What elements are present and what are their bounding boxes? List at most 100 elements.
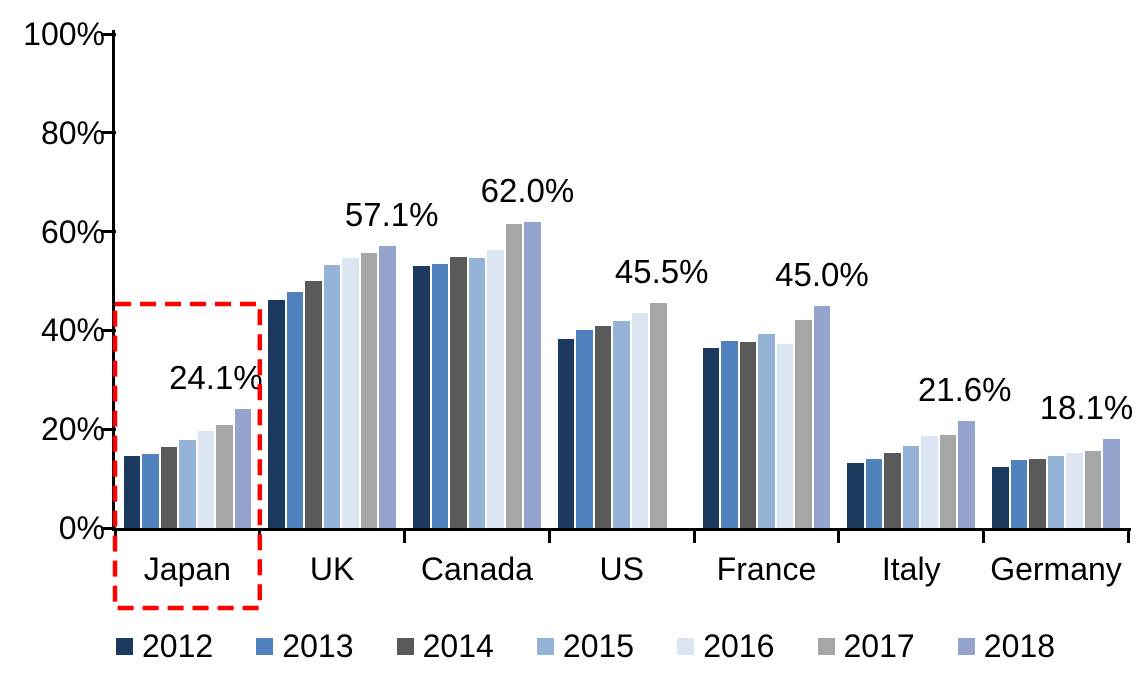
legend-item-2017: 2017	[817, 628, 915, 664]
x-tick-mark	[113, 528, 117, 543]
bar-uk-2013	[286, 292, 304, 528]
y-tick-label: 40%	[40, 312, 105, 349]
bar-germany-2014	[1029, 459, 1046, 528]
bar-canada-2013	[431, 264, 449, 528]
bar-uk-2016	[342, 258, 359, 528]
data-label-france: 45.0%	[775, 255, 869, 293]
bar-us-2016	[631, 312, 649, 528]
bar-france-2016	[776, 344, 794, 528]
x-axis-line	[112, 528, 1131, 531]
x-tick-mark	[258, 528, 262, 543]
y-tick-mark	[101, 32, 116, 36]
legend-label-2015: 2015	[562, 628, 635, 664]
legend-swatch-2013	[256, 637, 274, 655]
legend-label-2018: 2018	[983, 628, 1055, 664]
legend-label-2017: 2017	[843, 628, 915, 664]
y-tick-mark	[101, 427, 116, 431]
bar-us-2013	[576, 329, 593, 528]
data-label-japan: 24.1%	[169, 358, 263, 396]
y-tick-label: 100%	[23, 16, 105, 52]
category-label-canada: Canada	[420, 551, 533, 587]
legend-label-2013: 2013	[282, 628, 354, 664]
bar-germany-2012	[992, 466, 1009, 528]
bar-italy-2014	[884, 452, 901, 528]
legend-item-2014: 2014	[396, 628, 494, 664]
bar-us-2015	[613, 320, 630, 528]
bar-japan-2017	[216, 424, 233, 528]
bar-germany-2018	[1103, 438, 1120, 528]
data-label-uk: 57.1%	[344, 195, 439, 233]
legend-swatch-2015	[536, 637, 554, 655]
bar-germany-2017	[1084, 450, 1102, 528]
category-label-us: US	[599, 551, 644, 587]
y-tick-label: 0%	[58, 510, 105, 546]
legend-swatch-2012	[116, 637, 133, 655]
bar-japan-2012	[123, 455, 141, 528]
bar-italy-2018	[958, 421, 975, 528]
legend-label-2012: 2012	[142, 628, 214, 664]
y-tick-label: 20%	[40, 411, 105, 448]
bar-us-2012	[557, 339, 575, 528]
bar-uk-2012	[268, 299, 285, 528]
x-tick-mark	[403, 528, 407, 543]
data-label-us: 45.5%	[614, 253, 709, 291]
y-axis-line	[112, 30, 115, 531]
bar-japan-2018	[234, 408, 252, 528]
category-label-germany: Germany	[990, 551, 1122, 587]
bar-us-2014	[594, 325, 612, 528]
bar-italy-2013	[865, 459, 883, 528]
bar-uk-2018	[379, 245, 396, 528]
legend-label-2014: 2014	[422, 628, 494, 664]
bar-uk-2017	[360, 252, 378, 528]
bar-canada-2014	[450, 257, 467, 528]
bar-us-2017	[650, 303, 667, 528]
bar-france-2012	[702, 347, 720, 528]
category-label-france: France	[716, 551, 817, 587]
y-tick-mark	[101, 230, 116, 234]
legend-item-2013: 2013	[256, 629, 353, 663]
legend-item-2018: 2018	[957, 628, 1055, 664]
bar-canada-2012	[413, 265, 430, 528]
data-label-italy: 21.6%	[917, 371, 1012, 409]
bar-japan-2013	[142, 454, 159, 528]
category-label-japan: Japan	[143, 551, 231, 587]
category-label-italy: Italy	[881, 551, 941, 587]
legend-swatch-2014	[396, 637, 414, 655]
bar-germany-2016	[1066, 452, 1083, 528]
legend-label-2016: 2016	[703, 628, 775, 664]
category-label-uk: UK	[309, 551, 355, 587]
bar-italy-2017	[939, 434, 957, 528]
bar-italy-2012	[847, 462, 864, 528]
bar-japan-2016	[197, 431, 215, 528]
bar-germany-2015	[1047, 456, 1065, 528]
bar-canada-2017	[505, 224, 523, 528]
x-tick-mark	[547, 528, 551, 543]
bar-canada-2015	[468, 258, 486, 528]
bar-france-2014	[739, 341, 757, 528]
y-tick-label: 60%	[40, 213, 105, 250]
x-tick-mark	[982, 528, 986, 543]
legend-swatch-2016	[677, 637, 695, 655]
bar-france-2015	[758, 333, 775, 528]
y-tick-mark	[101, 328, 116, 332]
x-tick-mark	[837, 528, 841, 543]
bar-germany-2013	[1010, 460, 1028, 528]
legend-item-2015: 2015	[536, 628, 635, 664]
bar-japan-2014	[160, 446, 178, 528]
bar-canada-2018	[524, 221, 541, 528]
bar-italy-2016	[921, 435, 938, 528]
y-tick-mark	[101, 131, 116, 135]
legend-item-2012: 2012	[116, 629, 213, 663]
bar-uk-2015	[323, 265, 341, 528]
legend-swatch-2017	[817, 637, 835, 655]
bar-france-2018	[813, 305, 831, 528]
data-label-germany: 18.1%	[1039, 388, 1134, 426]
bar-france-2013	[721, 341, 738, 528]
y-tick-label: 80%	[40, 114, 105, 151]
bar-uk-2014	[305, 281, 322, 528]
bar-france-2017	[795, 319, 812, 528]
x-tick-mark	[1126, 528, 1130, 543]
legend-item-2016: 2016	[677, 629, 774, 663]
bar-italy-2015	[902, 445, 920, 528]
